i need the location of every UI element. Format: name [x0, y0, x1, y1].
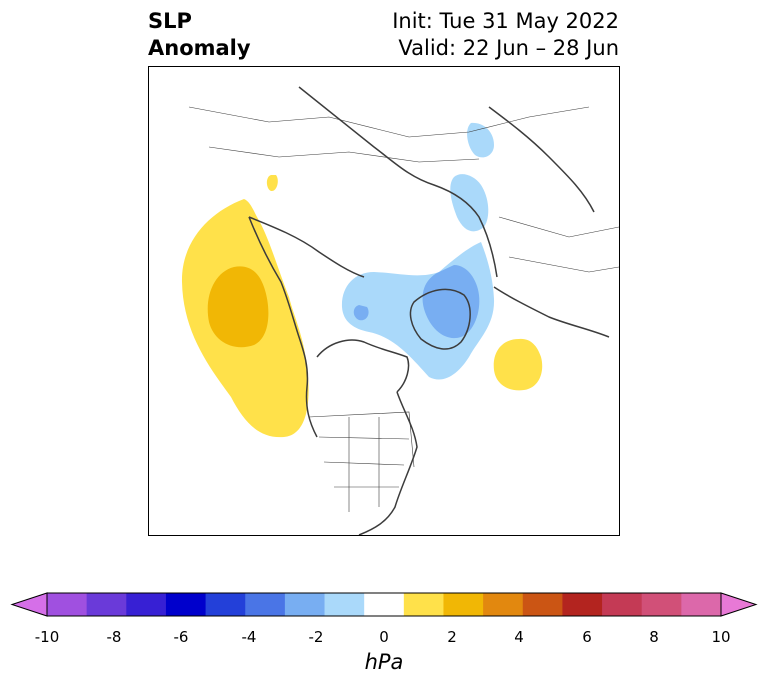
negative-anomaly-siberia-north	[467, 122, 494, 158]
colorbar-segment	[443, 593, 484, 616]
colorbar-tick: 0	[379, 628, 389, 646]
negative-anomaly-siberia	[450, 174, 489, 232]
colorbar-tick: 8	[649, 628, 659, 646]
colorbar-segment	[245, 593, 286, 616]
colorbar-tick: -8	[106, 628, 122, 646]
colorbar-tick: -4	[241, 628, 257, 646]
colorbar-unit: hPa	[364, 650, 404, 674]
title-variable: SLP	[148, 9, 192, 33]
title-type: Anomaly	[148, 36, 251, 60]
colorbar-segment	[364, 593, 405, 616]
init-date: Init: Tue 31 May 2022	[392, 9, 619, 33]
colorbar-segment	[522, 593, 563, 616]
map-panel	[148, 66, 620, 536]
colorbar-segment	[205, 593, 246, 616]
colorbar-segment	[86, 593, 127, 616]
positive-anomaly-pacific-core	[207, 266, 269, 348]
colorbar-segment	[562, 593, 603, 616]
colorbar-segment	[165, 593, 207, 616]
anomaly-map	[181, 86, 619, 535]
colorbar-tick: 2	[447, 628, 457, 646]
positive-anomaly-atlantic	[493, 338, 543, 391]
colorbar-outline	[46, 592, 722, 617]
colorbar-tick: -10	[34, 628, 60, 646]
negative-anomaly-arctic-core	[422, 265, 480, 339]
colorbar-extend-high	[720, 592, 758, 617]
colorbar-segment	[641, 593, 682, 616]
positive-anomaly-alaska	[266, 175, 278, 192]
colorbar-tick: -6	[173, 628, 189, 646]
colorbar-segment	[324, 593, 365, 616]
map-title: SLP Anomaly	[148, 8, 251, 62]
colorbar-tick: 10	[711, 628, 731, 646]
colorbar-tick: -2	[308, 628, 324, 646]
colorbar-segments	[10, 592, 758, 617]
colorbar-tick: 4	[514, 628, 524, 646]
colorbar	[10, 592, 758, 617]
coastlines	[248, 86, 610, 535]
colorbar-segment	[681, 593, 722, 616]
political-borders	[188, 106, 619, 512]
negative-anomaly-small	[353, 305, 369, 321]
colorbar-segment	[483, 593, 524, 616]
colorbar-extend-low	[10, 592, 48, 617]
forecast-dates: Init: Tue 31 May 2022 Valid: 22 Jun – 28…	[392, 8, 619, 62]
colorbar-tick: 6	[582, 628, 592, 646]
colorbar-segment	[284, 593, 326, 616]
colorbar-segment	[47, 593, 88, 616]
colorbar-segment	[602, 593, 643, 616]
anomaly-fills	[181, 122, 543, 438]
colorbar-segment	[126, 593, 167, 616]
colorbar-segment	[403, 593, 444, 616]
valid-period: Valid: 22 Jun – 28 Jun	[398, 36, 619, 60]
